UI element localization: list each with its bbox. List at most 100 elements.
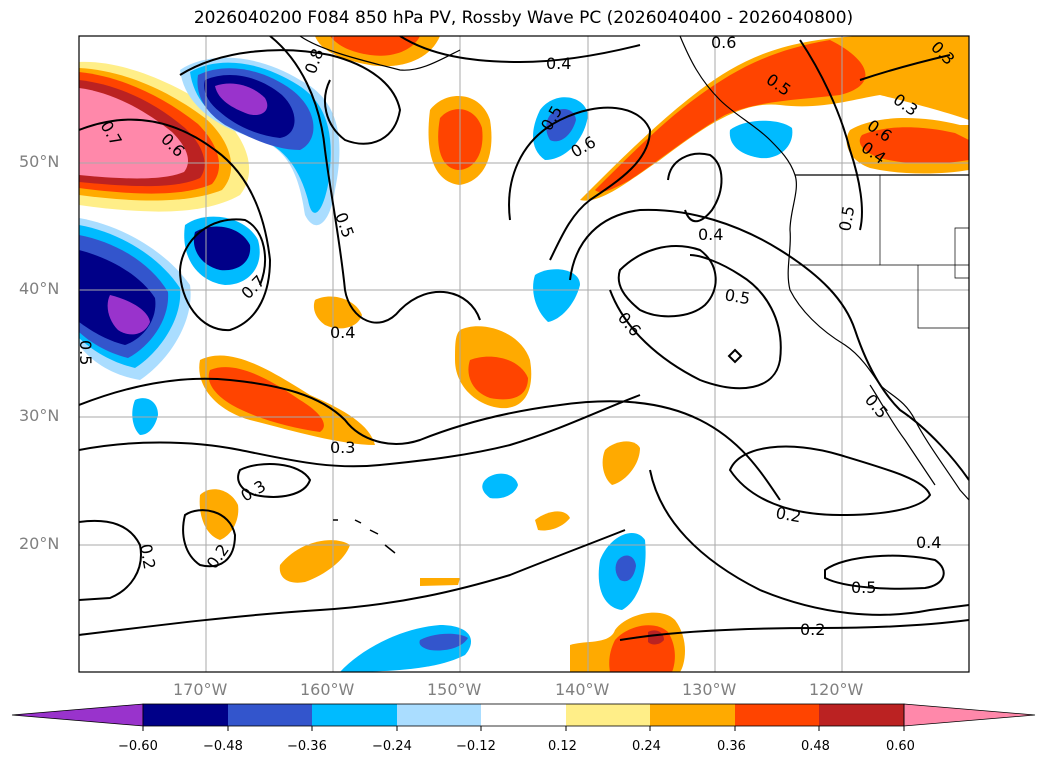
state-boundary-3 bbox=[917, 265, 969, 329]
contour-line bbox=[179, 49, 402, 145]
contour-line bbox=[728, 445, 932, 517]
colorbar-tick-label: 0.36 bbox=[717, 739, 746, 754]
contour-label: 0.5 bbox=[723, 285, 751, 308]
colorbar-segment bbox=[903, 703, 1036, 727]
contour-line bbox=[667, 152, 723, 223]
contour-label: 0.3 bbox=[330, 438, 355, 457]
colorbar-tick-label: −0.60 bbox=[118, 739, 158, 754]
lon-label-140w: 140°W bbox=[555, 680, 610, 699]
graticule bbox=[79, 36, 969, 672]
coastlines bbox=[299, 36, 969, 554]
map-area: 0.4 0.6 0.6 0.5 0.3 0.7 0.6 0.8 0.5 0.7 … bbox=[76, 33, 969, 672]
colorbar-segment bbox=[11, 703, 144, 727]
positive-anomaly-small-6 bbox=[420, 578, 460, 586]
contour-label: 0.5 bbox=[851, 578, 876, 597]
negative-anomaly-west-core4 bbox=[107, 295, 150, 335]
contour-line bbox=[182, 509, 237, 568]
contour-line bbox=[79, 377, 781, 501]
negative-anomaly-south-core bbox=[615, 555, 636, 582]
contour-line bbox=[649, 469, 969, 616]
pv-anomaly-fills bbox=[79, 36, 969, 672]
contour-label: 0.4 bbox=[330, 323, 355, 342]
contour-label: 0.5 bbox=[76, 340, 95, 365]
contour-line bbox=[824, 554, 945, 590]
contour-label: 0.6 bbox=[711, 33, 736, 52]
contour-label: 0.2 bbox=[136, 542, 159, 570]
positive-anomaly-nw-core4 bbox=[79, 88, 188, 179]
chart-title: 2026040200 F084 850 hPa PV, Rossby Wave … bbox=[193, 8, 854, 28]
contour-line bbox=[799, 39, 863, 231]
contour-label: 0.2 bbox=[774, 503, 802, 526]
contour-line bbox=[617, 245, 717, 318]
state-boundary-4 bbox=[954, 227, 969, 279]
contour-line bbox=[79, 529, 626, 636]
contour-line bbox=[79, 118, 272, 332]
map-frame bbox=[78, 35, 970, 673]
positive-anomaly-small-5 bbox=[535, 511, 570, 531]
negative-anomaly-bottom-core bbox=[419, 633, 468, 651]
negative-anomaly-small-2 bbox=[533, 269, 580, 322]
contour-line bbox=[508, 106, 652, 261]
contour-line bbox=[727, 348, 743, 364]
lon-label-130w: 130°W bbox=[682, 680, 737, 699]
colorbar-tick-label: 0.12 bbox=[548, 739, 577, 754]
negative-anomaly-small-3 bbox=[729, 120, 793, 159]
contour-line bbox=[79, 394, 641, 468]
positive-anomaly-gulf-alaska-core bbox=[595, 40, 866, 192]
colorbar-segment bbox=[481, 704, 566, 726]
colorbar-segment bbox=[228, 704, 312, 726]
alaska-coast bbox=[299, 36, 461, 71]
north-america-coast bbox=[679, 36, 969, 501]
lat-label-50n: 50°N bbox=[19, 152, 60, 171]
lon-label-120w: 120°W bbox=[809, 680, 864, 699]
colorbar-tick-label: −0.24 bbox=[372, 739, 412, 754]
contour-line bbox=[269, 36, 481, 324]
negative-anomaly-north-core4 bbox=[215, 83, 268, 116]
colorbar-segment bbox=[312, 704, 397, 726]
colorbar-tick-label: 0.48 bbox=[801, 739, 830, 754]
contour-line bbox=[237, 463, 312, 498]
contour-line bbox=[569, 208, 969, 481]
contour-label: 0.4 bbox=[546, 54, 571, 73]
negative-anomaly-small-4 bbox=[482, 473, 518, 499]
contour-line bbox=[619, 619, 969, 641]
colorbar-tick-label: −0.36 bbox=[287, 739, 327, 754]
contour-line bbox=[79, 519, 142, 601]
colorbar-frame bbox=[142, 703, 905, 727]
hawaii-islands bbox=[333, 519, 396, 554]
pv-contours bbox=[79, 36, 969, 641]
contour-label: 0.4 bbox=[698, 225, 723, 244]
positive-anomaly-small-4 bbox=[602, 441, 640, 485]
positive-anomaly-east-pacific-core bbox=[208, 367, 324, 432]
colorbar bbox=[11, 703, 1036, 731]
positive-anomaly-ne-coast-core bbox=[859, 127, 969, 164]
contour-line bbox=[609, 254, 782, 390]
lon-label-170w: 170°W bbox=[173, 680, 228, 699]
negative-anomaly-mid-core bbox=[193, 226, 251, 271]
lon-label-150w: 150°W bbox=[427, 680, 482, 699]
positive-anomaly-small-3 bbox=[279, 540, 350, 583]
colorbar-tick-label: 0.24 bbox=[632, 739, 661, 754]
positive-anomaly-center-core bbox=[468, 356, 528, 400]
lat-label-20n: 20°N bbox=[19, 534, 60, 553]
colorbar-tick-label: −0.12 bbox=[456, 739, 496, 754]
contour-label: 0.5 bbox=[835, 204, 858, 232]
colorbar-segment bbox=[566, 704, 650, 726]
contour-label: 0.4 bbox=[916, 533, 941, 552]
baja-coast bbox=[869, 384, 936, 486]
lat-label-40n: 40°N bbox=[19, 279, 60, 298]
colorbar-segment bbox=[819, 704, 904, 726]
colorbar-ticks bbox=[142, 726, 905, 731]
colorbar-segment bbox=[650, 704, 735, 726]
colorbar-segment bbox=[735, 704, 819, 726]
lat-label-30n: 30°N bbox=[19, 406, 60, 425]
positive-anomaly-top-left-core bbox=[330, 36, 420, 56]
colorbar-segment bbox=[143, 704, 228, 726]
contour-label: 0.2 bbox=[800, 620, 825, 639]
contour-line bbox=[859, 54, 951, 81]
lon-label-160w: 160°W bbox=[300, 680, 355, 699]
colorbar-tick-label: −0.48 bbox=[203, 739, 243, 754]
colorbar-segment bbox=[397, 704, 481, 726]
contour-line bbox=[399, 36, 641, 64]
